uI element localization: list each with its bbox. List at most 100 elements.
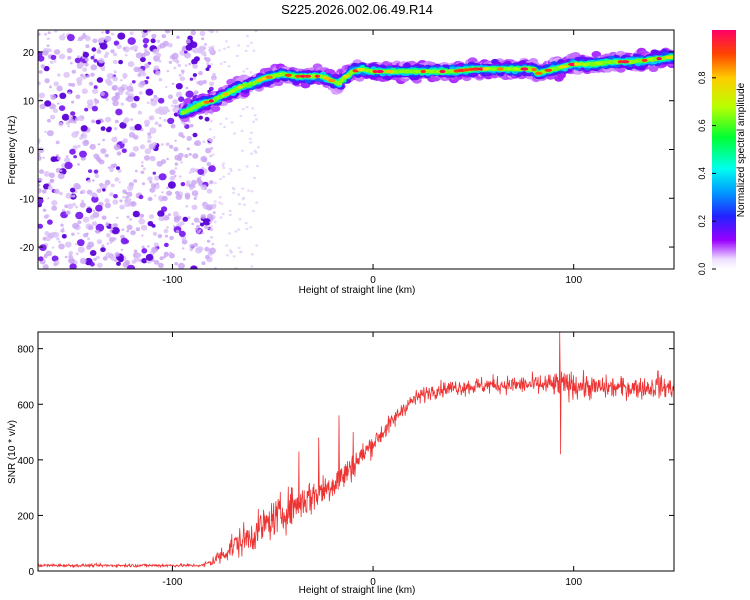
noise-speck <box>180 69 185 74</box>
noise-speck <box>54 260 60 266</box>
noise-speck <box>184 52 192 59</box>
noise-speck <box>62 208 65 212</box>
noise-speck <box>198 80 204 86</box>
noise-speck <box>158 173 167 181</box>
noise-speck <box>225 40 228 43</box>
noise-speck <box>189 243 195 249</box>
noise-speck <box>245 165 249 168</box>
noise-speck <box>127 61 135 68</box>
noise-speck <box>208 128 212 131</box>
noise-speck <box>81 88 88 94</box>
noise-speck <box>191 190 199 197</box>
noise-speck <box>167 42 173 48</box>
noise-speck <box>153 94 157 98</box>
noise-speck <box>119 204 125 210</box>
noise-speck <box>150 98 154 102</box>
noise-speck <box>92 88 99 95</box>
noise-speck <box>218 196 222 199</box>
noise-speck <box>242 70 246 73</box>
noise-speck <box>111 226 120 235</box>
noise-speck <box>118 256 124 263</box>
noise-speck <box>166 69 170 73</box>
noise-speck <box>70 62 73 65</box>
noise-speck <box>59 169 63 172</box>
noise-speck <box>72 194 76 198</box>
noise-speck <box>141 164 144 168</box>
noise-speck <box>126 264 136 269</box>
noise-speck <box>247 189 251 192</box>
noise-speck <box>77 239 85 247</box>
noise-speck <box>199 176 202 179</box>
noise-speck <box>75 205 79 209</box>
noise-speck <box>178 96 185 102</box>
noise-speck <box>201 166 204 170</box>
noise-speck <box>92 209 96 212</box>
noise-speck <box>57 102 60 105</box>
noise-speck <box>245 106 249 109</box>
noise-speck <box>38 183 41 187</box>
noise-speck <box>209 227 214 232</box>
noise-speck <box>81 134 84 137</box>
noise-speck <box>100 247 106 253</box>
noise-speck <box>120 237 128 244</box>
noise-speck <box>141 182 146 186</box>
noise-speck <box>152 48 159 55</box>
noise-speck <box>175 83 183 90</box>
noise-speck <box>191 222 195 226</box>
noise-speck <box>213 266 217 269</box>
noise-speck <box>163 215 170 221</box>
noise-speck <box>194 140 202 147</box>
noise-speck <box>237 193 241 196</box>
noise-speck <box>181 235 187 241</box>
noise-speck <box>47 219 53 225</box>
noise-speck <box>133 249 138 253</box>
noise-speck <box>82 139 90 147</box>
noise-speck <box>166 226 169 229</box>
noise-speck <box>79 257 87 265</box>
noise-speck <box>92 38 98 44</box>
noise-speck <box>203 57 207 60</box>
noise-speck <box>196 230 201 234</box>
noise-speck <box>185 39 191 44</box>
noise-speck <box>66 121 71 125</box>
noise-speck <box>158 97 165 104</box>
noise-speck <box>114 119 119 124</box>
noise-speck <box>209 138 213 141</box>
noise-speck <box>141 248 148 254</box>
noise-speck <box>106 233 111 238</box>
noise-speck <box>38 177 43 182</box>
noise-speck <box>97 158 102 163</box>
noise-speck <box>205 204 213 211</box>
noise-speck <box>146 76 150 80</box>
noise-speck <box>45 250 53 257</box>
noise-speck <box>70 187 76 193</box>
noise-speck <box>227 65 231 68</box>
noise-speck <box>142 167 146 171</box>
noise-speck <box>172 211 179 217</box>
noise-speck <box>71 100 75 104</box>
noise-speck <box>88 225 94 231</box>
noise-speck <box>92 54 96 57</box>
noise-speck <box>171 104 174 108</box>
noise-speck <box>143 119 151 126</box>
noise-speck <box>105 222 109 227</box>
noise-speck <box>163 106 169 112</box>
noise-speck <box>137 110 142 115</box>
noise-speck <box>242 203 246 206</box>
noise-speck <box>93 193 98 198</box>
noise-speck <box>235 54 239 58</box>
noise-speck <box>124 201 131 208</box>
noise-speck <box>116 166 120 170</box>
noise-speck <box>159 117 162 120</box>
noise-speck <box>147 135 152 139</box>
noise-speck <box>138 194 144 200</box>
noise-speck <box>52 231 60 238</box>
noise-speck <box>91 119 96 124</box>
noise-speck <box>106 73 114 80</box>
noise-speck <box>84 107 89 112</box>
noise-speck <box>203 54 207 57</box>
noise-speck <box>130 201 136 206</box>
noise-speck <box>98 47 101 50</box>
noise-speck <box>237 44 241 47</box>
noise-speck <box>173 66 177 70</box>
